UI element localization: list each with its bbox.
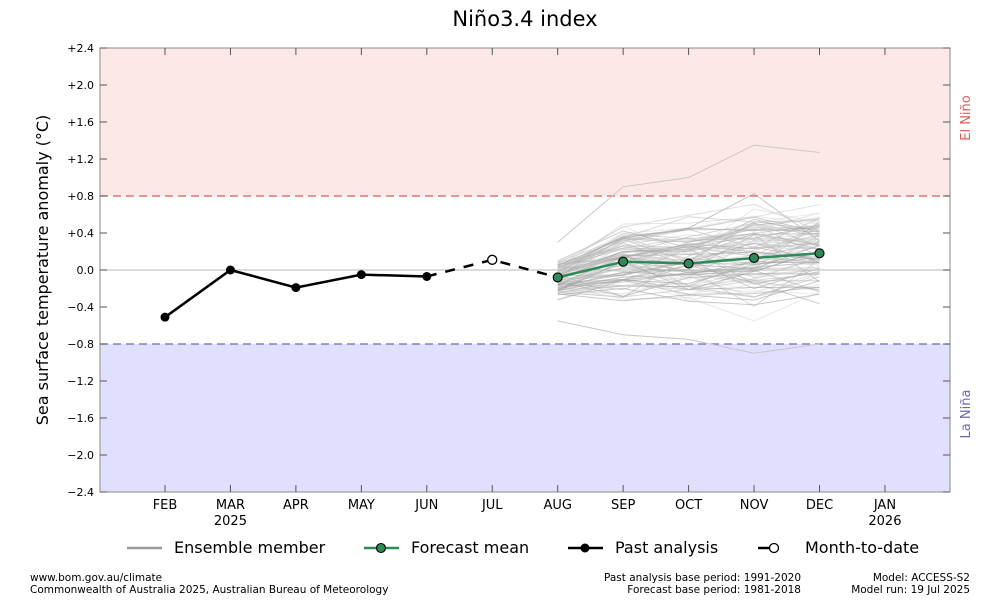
- footer-model-name: Model: ACCESS-S2: [872, 572, 970, 584]
- ensemble-member-line: [557, 285, 820, 322]
- x-year-label: 2025: [214, 514, 247, 529]
- ensemble-member-line: [557, 250, 820, 292]
- x-tick-label: FEB: [153, 498, 178, 513]
- y-tick-label: −0.4: [67, 301, 94, 314]
- past-analysis-point: [225, 265, 235, 275]
- x-year-label: 2026: [868, 514, 901, 529]
- x-tick-label: MAR: [216, 498, 245, 513]
- forecast-mean-point: [618, 256, 629, 267]
- y-tick-label: 0.0: [77, 264, 95, 277]
- past-analysis-point: [160, 312, 170, 322]
- ensemble-member-line: [557, 261, 820, 290]
- ensemble-member-line: [557, 216, 820, 263]
- ensemble-member-line: [557, 203, 820, 265]
- month-to-date-connector: [426, 258, 559, 279]
- x-tick-label: JAN: [873, 498, 896, 513]
- ensemble-member-line: [557, 216, 820, 267]
- y-tick-label: +0.4: [67, 227, 94, 240]
- footer-url: www.bom.gov.au/climate: [30, 572, 163, 584]
- ensemble-member-line: [557, 238, 820, 268]
- past-analysis-point: [356, 270, 366, 280]
- ensemble-member-line: [557, 227, 820, 269]
- ensemble-min-line: [557, 320, 820, 354]
- axis-ticks: +2.4 +2.0 +1.6 +1.2 +0.8 +0.4 0.0 −0.4 −0.8 −1.2 −…: [67, 42, 950, 529]
- footer-model-run: Model run: 19 Jul 2025: [851, 584, 970, 596]
- past-analysis-point: [422, 271, 432, 281]
- ensemble-member-line: [557, 276, 820, 298]
- ensemble-member-line: [557, 251, 820, 286]
- footer-base-periods: Past analysis base period: 1991-2020 For…: [560, 572, 801, 596]
- y-tick-label: +2.4: [67, 42, 94, 55]
- footer-copyright: Commonwealth of Australia 2025, Australi…: [30, 584, 389, 596]
- ensemble-member-line: [557, 258, 820, 302]
- la-nina-band: [100, 344, 950, 492]
- ensemble-member-line: [557, 272, 820, 295]
- y-tick-label: +0.8: [67, 190, 94, 203]
- past-analysis-line: [164, 268, 427, 319]
- y-tick-label: −2.4: [67, 486, 94, 499]
- forecast-mean-point: [814, 248, 825, 259]
- la-nina-label: La Niña: [959, 390, 974, 439]
- chart-title: Niño3.4 index: [452, 7, 597, 31]
- footer-forecast-base: Forecast base period: 1981-2018: [627, 584, 801, 596]
- series-lines: [160, 248, 825, 322]
- y-tick-label: +1.2: [67, 153, 94, 166]
- footer-past-base: Past analysis base period: 1991-2020: [604, 572, 801, 584]
- ensemble-member-line: [557, 280, 820, 302]
- y-tick-label: −1.6: [67, 412, 94, 425]
- x-tick-label: DEC: [806, 498, 833, 513]
- ensemble-member-line: [557, 258, 820, 293]
- y-tick-label: +2.0: [67, 79, 94, 92]
- el-nino-band: [100, 48, 950, 196]
- month-to-date-point: [487, 254, 498, 265]
- legend-mtd-label: Month-to-date: [805, 538, 919, 557]
- threshold-bands: El Niño La Niña: [100, 48, 974, 492]
- y-axis-label: Sea surface temperature anomaly (°C): [33, 115, 52, 426]
- ensemble-member-line: [557, 261, 820, 285]
- ensemble-member-line: [557, 269, 820, 293]
- forecast-mean-point: [552, 272, 563, 283]
- x-tick-label: SEP: [611, 498, 635, 513]
- ensemble-member-line: [557, 234, 820, 266]
- x-tick-label: OCT: [675, 498, 702, 513]
- legend: Ensemble member Forecast mean Past analysi…: [127, 538, 919, 557]
- ensemble-member-line: [557, 249, 820, 287]
- legend-mtd-marker: [768, 542, 780, 554]
- legend-past-label: Past analysis: [615, 538, 718, 557]
- footer-model: Model: ACCESS-S2 Model run: 19 Jul 2025: [820, 572, 970, 596]
- legend-forecast-label: Forecast mean: [411, 538, 529, 557]
- el-nino-label: El Niño: [959, 95, 974, 141]
- forecast-mean-point: [683, 258, 694, 269]
- legend-past-marker: [580, 543, 590, 553]
- y-tick-label: −1.2: [67, 375, 94, 388]
- x-tick-label: APR: [283, 498, 309, 513]
- x-tick-label: JUL: [481, 498, 503, 513]
- x-tick-label: JUN: [414, 498, 438, 513]
- forecast-mean-point: [748, 252, 760, 264]
- legend-forecast-marker: [375, 542, 387, 554]
- footer-source: www.bom.gov.au/climate Commonwealth of A…: [30, 572, 388, 596]
- ensemble-member-line: [557, 216, 820, 265]
- past-analysis-point: [291, 283, 301, 293]
- x-tick-label: AUG: [543, 498, 571, 513]
- ensemble-max-line: [557, 144, 820, 243]
- y-tick-label: −2.0: [67, 449, 94, 462]
- x-tick-label: MAY: [348, 498, 375, 513]
- y-tick-label: −0.8: [67, 338, 94, 351]
- y-tick-label: +1.6: [67, 116, 94, 129]
- ensemble-member-line: [557, 240, 820, 283]
- x-tick-label: NOV: [740, 498, 769, 513]
- legend-ensemble-label: Ensemble member: [174, 538, 326, 557]
